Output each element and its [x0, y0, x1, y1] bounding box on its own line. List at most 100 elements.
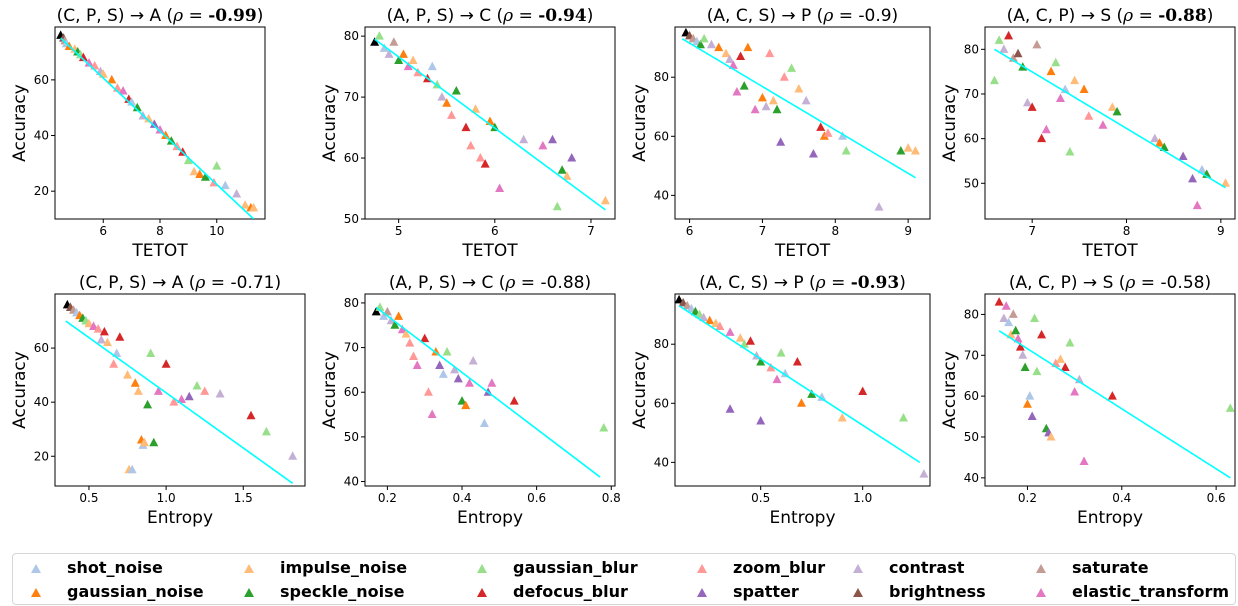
- legend-label-zoom_blur: zoom_blur: [733, 558, 826, 577]
- data-point-zoom_blur: [779, 72, 789, 81]
- y-tick-label: 60: [964, 389, 979, 403]
- rho-value: -0.71: [230, 273, 274, 293]
- legend-marker-spatter: [697, 588, 707, 597]
- data-point-saturate: [389, 37, 399, 46]
- chart-title-prefix: (C, P, S) → A (: [57, 6, 174, 26]
- data-point-spatter: [184, 391, 194, 401]
- y-tick-label: 50: [344, 212, 359, 226]
- chart-title-suffix: ): [584, 273, 591, 293]
- data-point-contrast: [699, 312, 709, 322]
- chart-title: (C, P, S) → A (ρ = -0.99): [57, 6, 264, 26]
- data-point-elastic_transform: [1098, 120, 1108, 129]
- data-point-elastic_transform: [750, 104, 760, 114]
- plot-frame: [674, 26, 931, 220]
- legend-marker-gaussian_noise: [31, 588, 41, 597]
- data-point-contrast: [1022, 97, 1032, 107]
- chart-title-prefix: (A, C, P) → S (: [1007, 6, 1124, 26]
- chart-title-suffix: ): [257, 6, 264, 26]
- data-point-elastic_transform: [1079, 456, 1089, 465]
- data-point-gaussian_blur: [192, 380, 202, 390]
- data-point-gaussian_noise: [1022, 399, 1032, 408]
- data-point-contrast: [1150, 133, 1160, 143]
- fit-line: [681, 38, 916, 179]
- data-point-elastic_transform: [487, 378, 497, 387]
- data-point-zoom_blur: [766, 362, 776, 372]
- chart-title: (A, C, S) → P (ρ = -0.93): [699, 273, 906, 293]
- data-point-spatter: [453, 373, 463, 383]
- data-point-defocus_blur: [1027, 102, 1037, 111]
- y-tick-label: 20: [34, 449, 49, 463]
- data-point-speckle_noise: [739, 81, 749, 90]
- plot-area: [989, 30, 1231, 210]
- y-tick-label: 80: [964, 42, 979, 56]
- data-point-speckle_noise: [394, 55, 404, 65]
- legend-marker-contrast: [853, 564, 863, 573]
- data-point-contrast: [288, 451, 298, 460]
- data-point-gaussian_blur: [599, 422, 609, 432]
- x-axis-label: Entropy: [769, 508, 835, 528]
- rho-symbol: ρ: [815, 273, 826, 293]
- data-point-gaussian_blur: [146, 348, 156, 357]
- chart-title-prefix: (A, C, S) → P (: [707, 6, 824, 26]
- data-point-impulse_noise: [102, 337, 112, 347]
- y-tick-label: 40: [344, 475, 359, 489]
- data-point-contrast: [232, 188, 242, 198]
- rho-value: -0.88: [1158, 6, 1206, 26]
- x-axis-label: TETOT: [1081, 241, 1138, 261]
- y-axis-label: Accuracy: [940, 84, 960, 162]
- data-point-defocus_blur: [745, 336, 755, 345]
- data-point-elastic_transform: [397, 324, 407, 334]
- chart-title: (A, C, P) → S (ρ = -0.88): [1007, 6, 1214, 26]
- data-point-shot_noise: [438, 369, 448, 378]
- data-point-shot_noise: [379, 311, 389, 320]
- data-point-defocus_blur: [420, 333, 430, 343]
- data-point-gaussian_noise: [796, 398, 806, 407]
- rho-equals: =: [833, 6, 858, 26]
- data-point-speckle_noise: [1011, 325, 1021, 335]
- data-point-impulse_noise: [1221, 178, 1231, 187]
- data-point-zoom_blur: [466, 140, 476, 150]
- chart-panel-1: (C, P, S) → A (ρ = -0.99) 6 8 10 20 40 60 TETOT…: [10, 6, 266, 261]
- data-point-speckle_noise: [457, 396, 467, 405]
- x-tick-label: 0.6: [1207, 491, 1226, 505]
- data-point-contrast: [384, 49, 394, 58]
- data-point-gaussian_noise: [394, 311, 404, 320]
- data-point-gaussian_blur: [1051, 57, 1061, 67]
- data-point-gaussian_noise: [714, 42, 724, 52]
- x-tick-label: 0.5: [751, 491, 770, 505]
- data-point-saturate: [1032, 39, 1042, 49]
- data-point-defocus_blur: [509, 396, 519, 405]
- rho-value: -0.88: [540, 273, 584, 293]
- data-point-saturate: [682, 300, 692, 310]
- data-point-defocus_blur: [78, 52, 88, 62]
- y-axis-label: Accuracy: [10, 84, 30, 162]
- y-tick-label: 80: [344, 29, 359, 43]
- plot-area: [56, 30, 259, 219]
- data-point-spatter: [1188, 173, 1198, 183]
- chart-panel-6: (A, P, S) → C (ρ = -0.88) 0.2 0.4 0.6 0.8 40 5…: [320, 273, 621, 528]
- chart-title-prefix: (A, C, P) → S (: [1009, 273, 1126, 293]
- data-point-gaussian_blur: [552, 201, 562, 211]
- legend: shot_noise impulse_noise gaussian_blur zoom…: [12, 553, 1236, 605]
- data-point-elastic_transform: [427, 409, 437, 419]
- rho-symbol: ρ: [504, 273, 515, 293]
- data-point-impulse_noise: [600, 195, 610, 205]
- data-point-defocus_blur: [461, 122, 471, 132]
- y-axis-label: Accuracy: [630, 351, 650, 429]
- data-point-gaussian_blur: [694, 309, 704, 319]
- data-point-spatter: [776, 137, 786, 146]
- data-point-zoom_blur: [200, 386, 210, 395]
- data-point-zoom_blur: [1084, 111, 1094, 120]
- y-tick-label: 80: [654, 337, 669, 351]
- data-point-gaussian_noise: [442, 98, 452, 107]
- data-point-elastic_transform: [84, 58, 94, 67]
- data-point-shot_noise: [479, 418, 489, 427]
- data-point-spatter: [1027, 411, 1037, 421]
- data-point-contrast: [706, 39, 716, 49]
- x-axis-label: TETOT: [131, 241, 188, 261]
- data-point-elastic_transform: [177, 394, 187, 403]
- plot-frame: [54, 293, 306, 487]
- data-point-gaussian_noise: [743, 42, 753, 52]
- y-tick-label: 60: [654, 129, 669, 143]
- x-tick-label: 8: [156, 224, 164, 238]
